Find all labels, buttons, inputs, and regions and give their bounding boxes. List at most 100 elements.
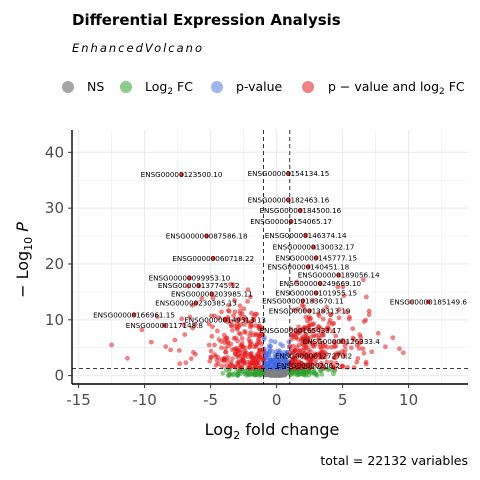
y-tick-label: 0 bbox=[54, 367, 64, 385]
data-point-pv bbox=[272, 339, 278, 345]
data-point-both bbox=[251, 317, 257, 322]
data-point-both bbox=[190, 302, 195, 308]
data-point-both bbox=[253, 331, 259, 337]
data-point-both bbox=[316, 337, 322, 343]
gene-label: ENSG00000166961.15 bbox=[93, 310, 175, 319]
data-point-both bbox=[310, 343, 316, 349]
data-point-both bbox=[224, 358, 230, 363]
data-point-both bbox=[292, 348, 298, 354]
data-point-both bbox=[332, 339, 338, 345]
data-point-both bbox=[209, 333, 215, 339]
gene-label: ENSG00000149313.13 bbox=[184, 315, 266, 324]
data-point-both bbox=[163, 344, 169, 349]
data-point-both bbox=[390, 335, 396, 341]
data-point-both bbox=[333, 343, 339, 349]
data-point-both bbox=[340, 284, 346, 290]
data-point-both bbox=[229, 319, 234, 324]
data-point-both bbox=[336, 315, 342, 321]
x-axis-title: Log2 fold change bbox=[205, 420, 340, 442]
data-point-both bbox=[330, 328, 336, 334]
x-tick-label: -5 bbox=[203, 391, 218, 409]
data-point-both bbox=[290, 358, 296, 363]
gene-label: ENSG00000117148.8 bbox=[126, 321, 204, 330]
data-point-both bbox=[320, 349, 325, 355]
data-point-both bbox=[344, 309, 349, 315]
data-point-fc bbox=[233, 370, 239, 375]
data-point-both bbox=[226, 302, 232, 308]
data-point-both bbox=[301, 304, 307, 309]
gene-label: ENSG00000060718.22 bbox=[172, 254, 254, 263]
data-point-both bbox=[218, 339, 224, 344]
data-point-both bbox=[335, 284, 341, 290]
data-point-both bbox=[239, 336, 245, 341]
data-point-both bbox=[341, 293, 347, 299]
data-point-fc bbox=[294, 369, 300, 375]
data-point-labeled bbox=[336, 272, 342, 278]
data-point-labeled bbox=[297, 207, 303, 213]
data-point-both bbox=[349, 345, 354, 351]
data-point-both bbox=[324, 359, 330, 365]
data-point-both bbox=[212, 313, 218, 319]
data-point-both bbox=[257, 339, 263, 345]
data-point-both bbox=[125, 355, 130, 361]
gene-label: ENSG00000230385.13 bbox=[155, 299, 237, 308]
data-point-both bbox=[294, 279, 300, 285]
legend-swatch-pvalue bbox=[211, 81, 223, 93]
data-point-both bbox=[212, 342, 217, 348]
data-point-both bbox=[226, 308, 232, 314]
data-point-both bbox=[300, 334, 305, 340]
data-point-both bbox=[260, 331, 266, 337]
data-point-both bbox=[230, 356, 235, 362]
gene-label: ENSG00000087586.18 bbox=[166, 232, 248, 241]
data-point-both bbox=[291, 307, 297, 313]
data-point-both bbox=[183, 360, 189, 366]
data-point-both bbox=[253, 344, 259, 349]
data-point-both bbox=[326, 325, 332, 331]
data-point-both bbox=[316, 324, 322, 330]
gene-label: ENSG00000249669.10 bbox=[279, 279, 361, 288]
data-point-both bbox=[216, 315, 222, 321]
data-point-both bbox=[208, 355, 214, 360]
data-point-both bbox=[311, 321, 316, 327]
data-point-labeled bbox=[311, 244, 316, 250]
data-point-both bbox=[210, 324, 215, 330]
data-point-labeled bbox=[179, 172, 184, 178]
data-point-both bbox=[247, 339, 253, 344]
data-point-both bbox=[350, 326, 356, 332]
data-point-fc bbox=[302, 370, 308, 376]
data-point-both bbox=[360, 346, 366, 352]
data-point-both bbox=[302, 307, 308, 313]
data-point-both bbox=[329, 321, 335, 327]
y-tick-label: 30 bbox=[45, 199, 64, 217]
gene-label: ENSG00000101955.15 bbox=[275, 289, 357, 298]
data-point-both bbox=[218, 345, 224, 351]
data-point-both bbox=[296, 342, 302, 348]
data-point-both bbox=[333, 360, 339, 366]
data-point-both bbox=[247, 344, 252, 350]
data-point-both bbox=[206, 321, 212, 327]
y-tick-label: 40 bbox=[45, 143, 64, 161]
data-point-both bbox=[232, 309, 238, 315]
data-point-both bbox=[177, 348, 182, 353]
data-point-both bbox=[154, 314, 160, 320]
data-point-both bbox=[310, 339, 315, 345]
data-point-labeled bbox=[313, 290, 319, 296]
data-point-both bbox=[236, 317, 241, 322]
data-point-both bbox=[236, 360, 242, 366]
data-point-both bbox=[241, 306, 247, 312]
data-point-fc bbox=[331, 371, 336, 377]
chart-title: Differential Expression Analysis bbox=[72, 11, 341, 29]
data-point-both bbox=[230, 327, 235, 333]
data-point-both bbox=[215, 355, 221, 360]
chart-subtitle: EnhancedVolcano bbox=[72, 41, 204, 55]
data-point-both bbox=[322, 343, 328, 348]
data-point-both bbox=[296, 358, 302, 364]
data-point-labeled bbox=[204, 233, 210, 239]
data-point-both bbox=[242, 329, 248, 334]
data-point-both bbox=[223, 349, 229, 355]
plot-axes bbox=[71, 130, 468, 385]
legend-label-log2fc: Log2 FC bbox=[145, 79, 193, 97]
legend-label-pvalue: p-value bbox=[236, 79, 283, 94]
data-point-both bbox=[256, 336, 262, 342]
data-point-both bbox=[345, 364, 350, 370]
